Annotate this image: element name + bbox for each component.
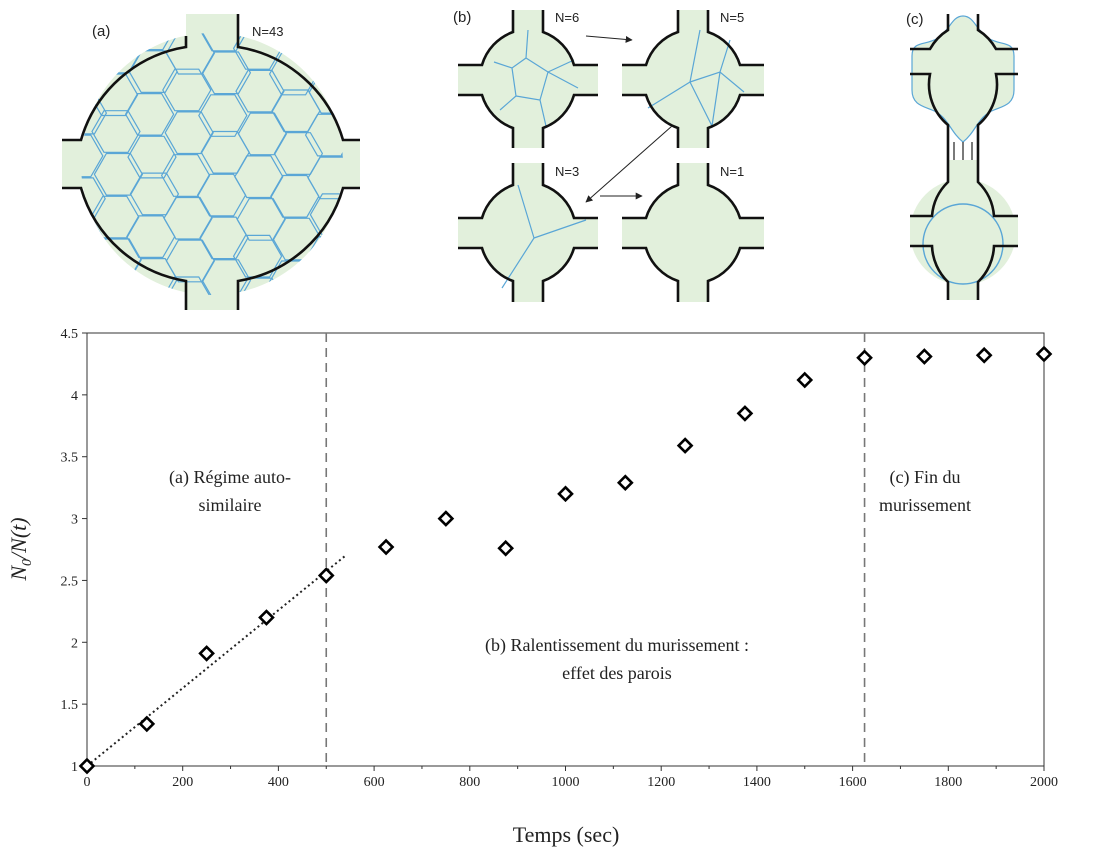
- data-point: [377, 538, 395, 556]
- y-tick-label: 1.5: [61, 698, 79, 713]
- trendline: [86, 554, 347, 767]
- panel-b-count-n6: N=6: [555, 10, 579, 25]
- data-point: [258, 609, 275, 626]
- annotation-a-line1: (a) Régime auto-: [169, 467, 291, 488]
- panel-a-count: N=43: [252, 24, 283, 39]
- annotation-c-line2: murissement: [879, 495, 971, 515]
- annotation-a-line2: similaire: [199, 495, 262, 515]
- panel-b-count-n3: N=3: [555, 164, 579, 179]
- y-tick-label: 4.5: [61, 327, 79, 342]
- x-axis-title: Temps (sec): [513, 822, 620, 847]
- data-point: [317, 567, 335, 584]
- y-tick-label: 3.5: [61, 451, 79, 466]
- data-point: [1035, 345, 1053, 363]
- panel-c-label: (c): [906, 11, 924, 28]
- data-point: [437, 510, 455, 527]
- data-point: [616, 474, 634, 492]
- panel-b-label: (b): [453, 9, 471, 26]
- plot-area-frame: [86, 332, 1045, 767]
- data-point: [916, 348, 933, 365]
- x-tick-label: 400: [268, 775, 289, 790]
- arrow-n6-to-n5: [585, 35, 633, 43]
- data-point: [796, 371, 814, 389]
- arrow-n5-to-n3: [585, 125, 673, 203]
- y-tick-label: 3: [71, 513, 78, 528]
- data-point: [856, 349, 873, 367]
- panel-a: (a) N=43: [62, 14, 360, 310]
- y-axis: 1 1.5 2 2.5 3 3.5 4 4.5: [61, 327, 87, 775]
- x-tick-label: 800: [459, 775, 480, 790]
- data-point: [975, 346, 993, 364]
- x-tick-label: 1200: [647, 775, 675, 790]
- x-tick-label: 1800: [934, 775, 962, 790]
- annotation-a: (a) Régime auto- similaire: [169, 467, 291, 515]
- data-point: [736, 405, 754, 422]
- annotation-c: (c) Fin du murissement: [879, 467, 971, 515]
- panel-b-count-n5: N=5: [720, 10, 744, 25]
- data-points: [78, 345, 1053, 775]
- chart: 0 200 400 600 800 1000 1200 1400 1600 1800 2000 11…: [6, 327, 1058, 847]
- annotation-b-line1: (b) Ralentissement du murissement :: [485, 635, 749, 656]
- panel-a-label: (a): [92, 23, 110, 40]
- x-tick-label: 600: [364, 775, 385, 790]
- annotation-c-line1: (c) Fin du: [890, 467, 961, 488]
- annotation-b-line2: effet des parois: [562, 663, 672, 683]
- data-point: [557, 485, 574, 503]
- panel-b-chamber-n3: N=3: [458, 163, 598, 302]
- panel-b-count-n1: N=1: [720, 164, 744, 179]
- panel-c-bottom-chamber: [910, 142, 1018, 300]
- panel-b-chamber-n1: N=1: [622, 163, 764, 302]
- panel-a-chamber: [62, 14, 360, 310]
- panel-c-top-chamber: [910, 14, 1018, 143]
- phase-boundaries: [325, 333, 866, 766]
- x-tick-label: 2000: [1030, 775, 1058, 790]
- x-tick-label: 0: [84, 775, 91, 790]
- data-point: [676, 437, 694, 454]
- y-tick-label: 2: [71, 636, 78, 651]
- x-tick-label: 1000: [552, 775, 580, 790]
- y-tick-label: 1: [71, 760, 78, 775]
- x-tick-label: 200: [172, 775, 193, 790]
- panel-b-chamber-n6: N=6: [458, 10, 598, 148]
- panel-b-chamber-n5: N=5: [622, 10, 764, 148]
- y-axis-title: N0/N(t): [6, 517, 35, 581]
- panel-c-merged-bubble: [922, 203, 1004, 285]
- y-tick-label: 4: [71, 389, 78, 404]
- data-point: [497, 539, 515, 557]
- data-point: [198, 645, 215, 662]
- x-tick-label: 1400: [743, 775, 771, 790]
- x-tick-label: 1600: [839, 775, 867, 790]
- panel-c: (c): [906, 11, 1018, 300]
- data-point: [138, 715, 156, 733]
- x-axis: 0 200 400 600 800 1000 1200 1400 1600 1800 2000: [84, 766, 1058, 790]
- data-point: [78, 757, 96, 775]
- panel-b: (b) N=6 N=5: [453, 9, 764, 302]
- annotation-b: (b) Ralentissement du murissement : effe…: [485, 635, 749, 683]
- y-tick-label: 2.5: [61, 574, 79, 589]
